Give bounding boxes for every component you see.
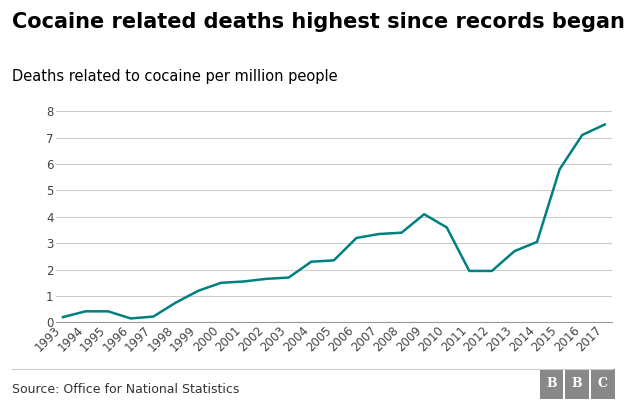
Text: B: B: [572, 377, 583, 391]
Text: Source: Office for National Statistics: Source: Office for National Statistics: [12, 383, 240, 396]
Text: C: C: [598, 377, 608, 391]
Text: Cocaine related deaths highest since records began: Cocaine related deaths highest since rec…: [12, 12, 624, 32]
Text: B: B: [546, 377, 557, 391]
Text: Deaths related to cocaine per million people: Deaths related to cocaine per million pe…: [12, 69, 338, 83]
